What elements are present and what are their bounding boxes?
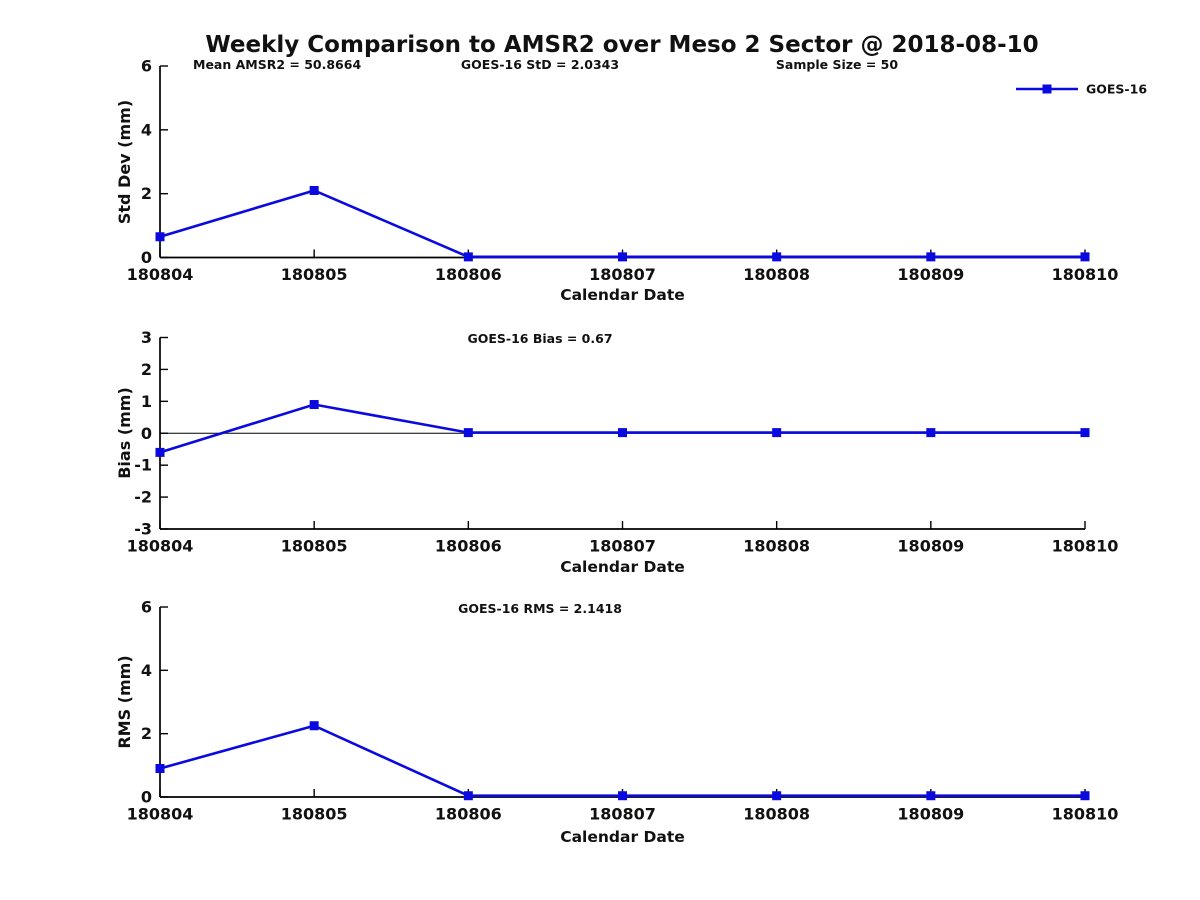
x-tick-label: 180804 xyxy=(127,805,194,824)
annotation-mean-amsr2: Mean AMSR2 = 50.8664 xyxy=(193,57,361,72)
data-point-marker xyxy=(155,447,165,457)
y-axis-label-rms: RMS (mm) xyxy=(115,655,134,748)
legend-marker xyxy=(1042,84,1052,94)
x-tick-label: 180806 xyxy=(435,537,502,556)
legend-label: GOES-16 xyxy=(1086,82,1147,97)
data-point-marker xyxy=(772,252,782,262)
series-line-goes-16 xyxy=(159,724,1085,798)
x-tick-label: 180809 xyxy=(897,265,964,284)
y-tick-label: 6 xyxy=(141,57,152,76)
data-point-marker xyxy=(772,791,782,801)
data-point-marker xyxy=(463,791,473,801)
y-tick-label: 4 xyxy=(141,120,152,139)
y-tick-label: 1 xyxy=(141,392,152,411)
data-point-marker xyxy=(1080,252,1090,262)
data-point-marker xyxy=(463,428,473,438)
x-tick-label: 180807 xyxy=(589,265,656,284)
data-point-marker xyxy=(155,232,165,242)
data-point-marker xyxy=(155,764,165,773)
annotation-sample-size: Sample Size = 50 xyxy=(776,57,898,72)
subplot-bias: GOES-16 Bias = 0.67 Bias (mm) Calendar D… xyxy=(115,328,1118,576)
y-tick-label: -1 xyxy=(134,456,152,475)
x-tick-label: 180807 xyxy=(589,537,656,556)
x-tick-label: 180806 xyxy=(435,265,502,284)
y-tick-label: 2 xyxy=(141,724,152,743)
data-point-marker xyxy=(463,252,473,262)
annotation-goes16-bias: GOES-16 Bias = 0.67 xyxy=(467,331,612,346)
series-line-goes-16 xyxy=(159,189,1085,259)
y-tick-label: 0 xyxy=(141,788,152,807)
x-tick-label: 180808 xyxy=(743,537,810,556)
chart-title: Weekly Comparison to AMSR2 over Meso 2 S… xyxy=(205,32,1038,58)
y-tick-label: 0 xyxy=(141,248,152,267)
x-axis-label-std-dev: Calendar Date xyxy=(560,286,685,304)
y-tick-label: -3 xyxy=(134,520,152,539)
data-point-marker xyxy=(618,791,627,801)
x-tick-label: 180809 xyxy=(897,805,964,824)
y-axis-label-bias: Bias (mm) xyxy=(115,387,134,479)
x-tick-label: 180808 xyxy=(743,265,810,284)
x-tick-label: 180808 xyxy=(743,805,810,824)
x-tick-label: 180806 xyxy=(435,805,502,824)
subplot-rms: GOES-16 RMS = 2.1418 RMS (mm) Calendar D… xyxy=(115,598,1118,847)
y-tick-label: 2 xyxy=(141,184,152,203)
x-tick-label: 180810 xyxy=(1052,537,1119,556)
x-tick-label: 180804 xyxy=(127,265,194,284)
x-tick-label: 180805 xyxy=(281,265,348,284)
annotation-goes16-std: GOES-16 StD = 2.0343 xyxy=(461,57,619,72)
data-point-marker xyxy=(618,252,627,262)
y-tick-label: -2 xyxy=(134,488,152,507)
data-point-marker xyxy=(926,428,936,438)
y-tick-label: 3 xyxy=(141,328,152,347)
legend: GOES-16 xyxy=(1016,82,1147,97)
x-axis-label-rms: Calendar Date xyxy=(560,828,685,846)
x-tick-label: 180810 xyxy=(1052,805,1119,824)
plot-area-std-dev: 0 2 4 6 180804 180805 180806 180807 180808 180809… xyxy=(127,57,1119,285)
data-point-marker xyxy=(309,721,319,731)
data-point-marker xyxy=(309,400,319,410)
x-tick-label: 180810 xyxy=(1052,265,1119,284)
x-tick-label: 180807 xyxy=(589,805,656,824)
y-tick-label: 2 xyxy=(141,360,152,379)
x-tick-label: 180809 xyxy=(897,537,964,556)
data-point-marker xyxy=(772,428,782,438)
x-tick-label: 180804 xyxy=(127,537,194,556)
data-point-marker xyxy=(309,185,319,195)
data-point-marker xyxy=(618,428,627,438)
data-point-marker xyxy=(926,252,936,262)
x-tick-label: 180805 xyxy=(281,805,348,824)
y-axis-label-std-dev: Std Dev (mm) xyxy=(115,100,134,224)
data-point-marker xyxy=(1080,791,1090,801)
y-tick-label: 4 xyxy=(141,661,152,680)
plot-area-bias: -3 -2 -1 0 1 2 3 180804 180805 180806 180807 180808… xyxy=(127,328,1119,556)
plot-area-rms: 0 2 4 6 180804 180805 180806 180807 180808 180809… xyxy=(127,598,1119,824)
x-tick-label: 180805 xyxy=(281,537,348,556)
y-tick-label: 0 xyxy=(141,424,152,443)
x-axis-label-bias: Calendar Date xyxy=(560,558,685,576)
data-point-marker xyxy=(1080,428,1090,438)
data-point-marker xyxy=(926,791,936,801)
y-tick-label: 6 xyxy=(141,598,152,617)
subplot-std-dev: Std Dev (mm) Calendar Date 0 2 4 6 180804 180… xyxy=(115,57,1118,305)
annotation-goes16-rms: GOES-16 RMS = 2.1418 xyxy=(458,601,622,616)
